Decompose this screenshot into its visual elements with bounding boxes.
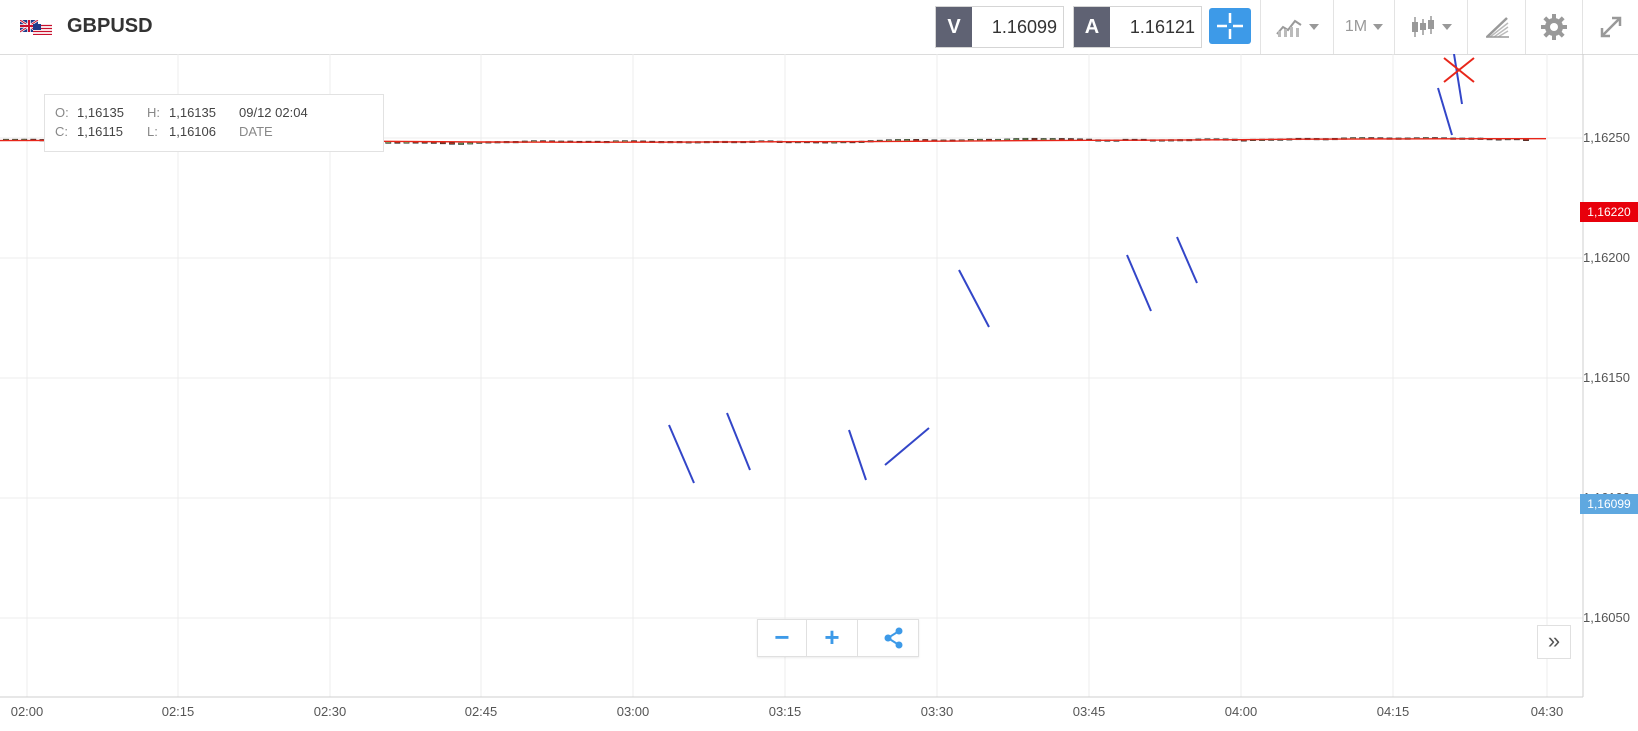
candle-up (904, 139, 910, 142)
candle-up (467, 142, 474, 145)
date-label: DATE (239, 124, 273, 139)
x-tick-label: 04:15 (1377, 704, 1410, 719)
open-value: 1,16135 (77, 105, 124, 120)
candle-down (913, 139, 920, 142)
scroll-forward-button[interactable]: » (1537, 625, 1571, 659)
y-tick-label: 1,16150 (1583, 370, 1630, 385)
x-tick-label: 04:00 (1225, 704, 1258, 719)
timeframe-value: 1M (1344, 18, 1368, 35)
price-chart[interactable]: 1,162501,162001,161501,161001,1605002:00… (0, 54, 1638, 731)
low-label: L: (147, 124, 158, 139)
high-label: H: (147, 105, 160, 120)
candle-up (1049, 138, 1056, 141)
candle-up (1013, 138, 1020, 141)
buy-price: 1.16121 (1129, 17, 1195, 37)
trend-line-drawing (1453, 54, 1463, 105)
candles-icon (1412, 16, 1434, 37)
zoom-controls: − + (757, 619, 919, 657)
x-tick-label: 03:45 (1073, 704, 1106, 719)
sell-price-box[interactable]: V 1.16099 (935, 6, 1064, 48)
trend-line-drawing (848, 429, 867, 481)
x-tick-label: 03:15 (769, 704, 802, 719)
chart-type-icon (1276, 19, 1302, 37)
close-label: C: (55, 124, 68, 139)
price-tag-bid: 1,16099 (1580, 494, 1638, 514)
sell-label: V (936, 7, 972, 47)
candle-down (1031, 137, 1038, 141)
candle-up (458, 142, 464, 145)
x-tick-label: 03:30 (921, 704, 954, 719)
zoom-in-icon: + (824, 622, 840, 652)
x-tick-label: 02:30 (314, 704, 347, 719)
top-toolbar: GBPUSD V 1.16099 A 1.16121 1M (0, 0, 1638, 55)
candle-down (1058, 138, 1065, 141)
candle-down (449, 142, 455, 145)
x-tick-label: 04:30 (1531, 704, 1564, 719)
low-value: 1,16106 (169, 124, 216, 139)
trend-line-drawing (726, 412, 751, 471)
candle-style-button[interactable] (1394, 0, 1467, 54)
candle-down (439, 142, 446, 145)
trend-line-drawing (958, 269, 990, 328)
x-tick-label: 03:00 (617, 704, 650, 719)
crosshair-icon (1217, 13, 1243, 39)
y-tick-label: 1,16050 (1583, 610, 1630, 625)
candle-up (1040, 138, 1047, 141)
x-tick-label: 02:45 (465, 704, 498, 719)
fullscreen-icon (1600, 16, 1622, 38)
buy-label: A (1074, 7, 1110, 47)
share-icon (884, 627, 903, 649)
candle-down (1523, 138, 1529, 141)
gear-icon (1541, 14, 1567, 40)
drawing-tools-button[interactable] (1467, 0, 1525, 54)
trend-line-drawing (1176, 236, 1198, 284)
drawing-icon (1485, 17, 1509, 38)
date-value: 09/12 02:04 (239, 105, 308, 120)
trend-line-drawing (1126, 254, 1152, 312)
zoom-out-icon: − (774, 622, 790, 652)
zoom-out-button[interactable]: − (758, 620, 807, 656)
x-tick-label: 02:00 (11, 704, 44, 719)
x-marker-drawing (1443, 57, 1475, 83)
buy-price-box[interactable]: A 1.16121 (1073, 6, 1202, 48)
candle-up (895, 139, 901, 142)
chart-type-button[interactable] (1260, 0, 1333, 54)
ohlc-info-box: O: 1,16135 H: 1,16135 09/12 02:04 C: 1,1… (44, 94, 384, 152)
trend-line-drawing (668, 424, 695, 484)
y-tick-label: 1,16200 (1583, 250, 1630, 265)
trend-line-drawing (1437, 87, 1453, 136)
high-value: 1,16135 (169, 105, 216, 120)
y-tick-label: 1,16250 (1583, 130, 1630, 145)
close-value: 1,16115 (77, 124, 124, 139)
x-tick-label: 02:15 (162, 704, 195, 719)
crosshair-button[interactable] (1209, 8, 1251, 44)
timeframe-select[interactable]: 1M (1333, 0, 1394, 54)
symbol-title: GBPUSD (67, 15, 153, 37)
fullscreen-button[interactable] (1582, 0, 1638, 54)
scroll-forward-icon: » (1547, 628, 1561, 653)
trend-line-drawing (884, 427, 930, 466)
candle-up (1022, 137, 1029, 141)
share-button[interactable] (870, 620, 918, 656)
flag-icon (20, 20, 52, 35)
price-tag-ma: 1,16220 (1580, 202, 1638, 222)
zoom-in-button[interactable]: + (807, 620, 858, 656)
open-label: O: (55, 105, 69, 120)
settings-button[interactable] (1525, 0, 1582, 54)
sell-price: 1.16099 (991, 17, 1057, 37)
